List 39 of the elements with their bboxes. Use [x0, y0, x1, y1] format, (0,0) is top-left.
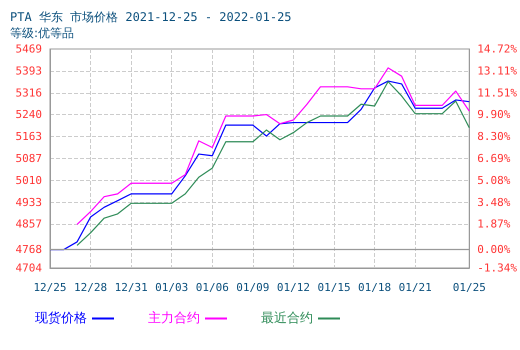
chart-subtitle: 等级:优等品	[10, 26, 74, 40]
y-tick-label: 5393	[16, 64, 42, 78]
y-tick-label: 5469	[16, 42, 42, 56]
chart-title: PTA 华东 市场价格 2021-12-25 - 2022-01-25	[10, 10, 292, 24]
y2-tick-label: 13.11%	[477, 64, 518, 78]
legend-label: 主力合约	[148, 310, 200, 326]
y-tick-label: 5316	[16, 86, 42, 100]
y2-tick-label: 1.87%	[477, 218, 511, 231]
y2-tick-label: 8.30%	[477, 130, 511, 144]
x-tick-label: 12/25	[33, 281, 67, 294]
y-tick-label: 4768	[16, 243, 42, 256]
y2-tick-label: 6.69%	[477, 152, 511, 165]
x-tick-label: 12/28	[74, 281, 108, 294]
y-tick-label: 4933	[16, 196, 42, 209]
legend-label: 最近合约	[261, 311, 313, 326]
y-tick-label: 5163	[16, 130, 42, 144]
x-tick-label: 01/15	[317, 281, 351, 294]
y2-tick-label: 9.90%	[477, 108, 511, 122]
x-tick-label: 01/06	[196, 281, 229, 294]
y-tick-label: 4857	[16, 218, 42, 231]
y2-tick-label: 3.48%	[477, 196, 511, 209]
y2-tick-label: -1.34%	[477, 262, 518, 274]
y2-tick-label: 5.08%	[477, 174, 511, 187]
x-tick-label: 01/12	[276, 281, 310, 294]
y-tick-label: 5240	[16, 108, 42, 122]
x-tick-label: 01/25	[452, 281, 486, 294]
line-series	[76, 67, 470, 226]
x-tick-label: 12/31	[114, 281, 148, 294]
y2-tick-label: 11.51%	[477, 86, 518, 100]
x-tick-label: 01/09	[236, 281, 270, 294]
y2-tick-label: 0.00%	[477, 243, 511, 256]
legend-label: 现货价格	[35, 311, 87, 326]
y2-tick-label: 14.72%	[477, 42, 518, 56]
y-tick-label: 5010	[16, 174, 42, 187]
x-tick-label: 01/03	[155, 281, 188, 294]
x-tick-label: 01/21	[398, 281, 432, 294]
y-tick-label: 4704	[16, 262, 42, 274]
y-tick-label: 5087	[16, 152, 42, 165]
x-tick-label: 01/18	[358, 281, 392, 294]
